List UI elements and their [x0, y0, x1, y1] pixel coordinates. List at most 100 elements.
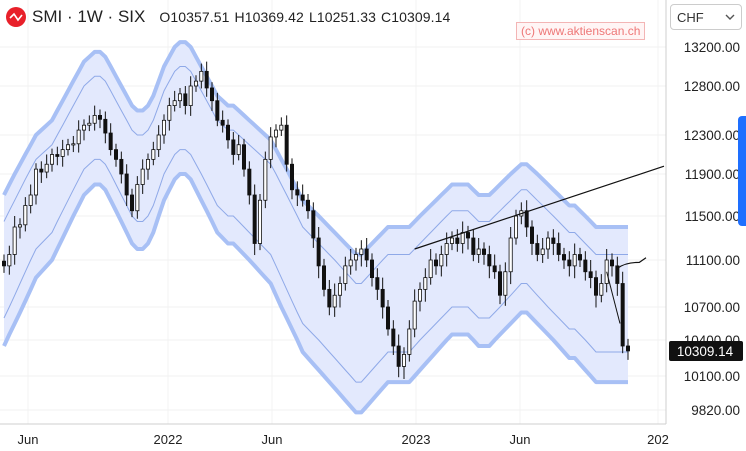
candle — [401, 353, 406, 367]
candle — [562, 254, 567, 261]
candle — [167, 105, 172, 121]
price-axis[interactable]: 13200.00 12800.00 12300.00 11900.00 11500.00… — [684, 40, 740, 418]
candle — [455, 237, 460, 244]
candle — [268, 136, 273, 160]
candle — [231, 139, 236, 155]
candle — [119, 158, 124, 175]
candle — [423, 277, 428, 290]
candle — [359, 248, 364, 255]
candle — [551, 237, 556, 244]
currency-label: CHF — [677, 9, 704, 25]
candle — [247, 168, 252, 196]
candle — [87, 122, 92, 126]
candle — [295, 189, 300, 196]
candle — [556, 243, 561, 255]
candle — [263, 158, 268, 201]
candle — [375, 277, 380, 290]
candle — [535, 243, 540, 255]
candle — [289, 163, 294, 191]
candle — [599, 283, 604, 296]
candle — [129, 194, 134, 212]
time-tick-label: Jun — [18, 432, 39, 447]
candle — [444, 243, 449, 255]
candle — [172, 100, 177, 106]
candle — [567, 259, 572, 267]
time-axis[interactable]: Jun 2022 Jun 2023 Jun 202 — [18, 432, 669, 447]
candle — [161, 119, 166, 136]
candle — [471, 237, 476, 255]
time-tick-label: 202 — [647, 432, 669, 447]
watermark: (c) www.aktienscan.ch — [516, 22, 646, 40]
candle — [103, 118, 108, 134]
candle — [220, 119, 225, 126]
candle — [156, 134, 161, 151]
candle — [55, 154, 60, 157]
candle — [492, 265, 497, 273]
currency-selector[interactable]: CHF — [670, 4, 742, 30]
time-tick-label: 2022 — [154, 432, 183, 447]
price-tick-label: 13200.00 — [684, 40, 740, 55]
candle — [71, 143, 76, 146]
candle — [481, 248, 486, 255]
candle — [615, 265, 620, 284]
candle — [225, 124, 230, 141]
candle — [193, 80, 198, 87]
candle — [114, 149, 119, 160]
candle — [327, 288, 332, 308]
envelope-outer-band — [4, 42, 628, 413]
candle — [23, 205, 28, 226]
candle — [546, 237, 551, 250]
candle — [311, 210, 316, 239]
candle — [108, 132, 113, 151]
candle — [391, 328, 396, 347]
candle — [50, 154, 55, 165]
candle — [124, 173, 129, 196]
candle — [305, 199, 310, 212]
candle — [428, 259, 433, 279]
candle — [82, 124, 87, 131]
symbol-title: SMI · 1W · SIX — [32, 7, 146, 26]
candle — [396, 345, 401, 367]
scrollbar-handle[interactable] — [738, 116, 746, 226]
candle — [449, 237, 454, 244]
candle — [540, 248, 545, 255]
candle — [177, 93, 182, 102]
last-price-label: 10309.14 — [669, 341, 743, 361]
candle — [412, 300, 417, 330]
price-tick-label: 10100.00 — [684, 369, 740, 384]
candle — [284, 124, 289, 165]
candle — [503, 271, 508, 296]
candle — [316, 237, 321, 267]
candle — [209, 87, 214, 102]
candle — [135, 184, 140, 212]
time-tick-label: 2023 — [402, 432, 431, 447]
candle — [337, 283, 342, 296]
chevron-down-icon — [725, 14, 735, 20]
time-tick-label: Jun — [262, 432, 283, 447]
chart-header: SMI · 1W · SIX O10357.51 H10369.42 L10251.… — [6, 6, 455, 28]
candle — [588, 271, 593, 279]
candle — [407, 328, 412, 355]
candle — [583, 259, 588, 273]
candle — [364, 248, 369, 261]
candle — [241, 144, 246, 170]
candle — [465, 232, 470, 239]
candle — [39, 168, 44, 173]
envelope-outer-lower — [2, 172, 628, 415]
candle — [66, 144, 71, 151]
candle — [417, 288, 422, 302]
envelope-inner-upper — [3, 66, 628, 284]
candle — [28, 194, 33, 206]
candle — [273, 129, 278, 138]
candle — [321, 265, 326, 290]
price-tick-label: 12300.00 — [684, 128, 740, 143]
envelope-outer-upper — [2, 40, 628, 257]
candle — [60, 149, 65, 157]
open-value: O10357.51 — [159, 9, 230, 25]
candle — [76, 129, 81, 145]
candle — [604, 259, 609, 284]
candle — [610, 259, 615, 267]
six-logo-icon — [6, 7, 26, 27]
candle — [514, 215, 519, 239]
